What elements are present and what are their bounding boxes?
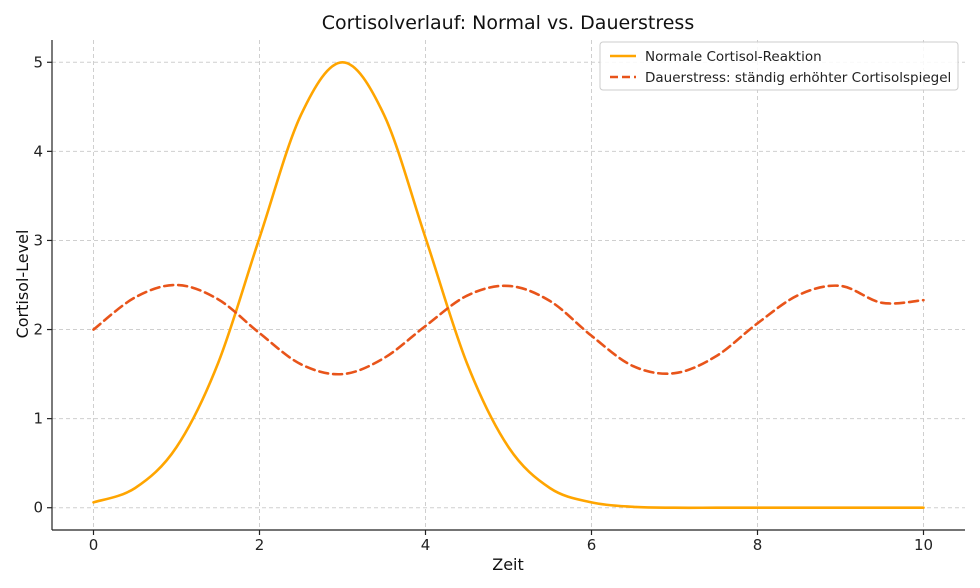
legend-label-dauerstress: Dauerstress: ständig erhöhter Cortisolsp… [645, 70, 951, 86]
x-tick-label: 8 [753, 536, 763, 554]
legend-label-normal: Normale Cortisol-Reaktion [645, 49, 822, 65]
x-tick-label: 4 [421, 536, 431, 554]
y-tick-label: 2 [33, 321, 43, 339]
series-lines [92, 60, 925, 510]
legend: Normale Cortisol-Reaktion Dauerstress: s… [599, 41, 959, 91]
axes [47, 40, 965, 535]
y-axis-label: Cortisol-Level [13, 230, 32, 339]
y-tick-label: 4 [33, 142, 43, 160]
series-line-dauerstress [92, 283, 925, 376]
x-tick-label: 10 [914, 536, 933, 554]
legend-box [599, 41, 959, 91]
series-line-normal [92, 60, 925, 510]
chart-title: Cortisolverlauf: Normal vs. Dauerstress [322, 12, 694, 34]
y-tick-label: 0 [33, 499, 43, 517]
y-tick-label: 1 [33, 410, 43, 428]
y-tick-label: 3 [33, 231, 43, 249]
y-tick-label: 5 [33, 53, 43, 71]
tick-labels: 0 2 4 6 8 10 0 1 2 3 4 5 [33, 53, 933, 554]
grid [52, 40, 965, 530]
x-tick-label: 6 [587, 536, 597, 554]
x-tick-label: 0 [89, 536, 99, 554]
x-tick-label: 2 [255, 536, 265, 554]
x-axis-label: Zeit [492, 555, 524, 574]
